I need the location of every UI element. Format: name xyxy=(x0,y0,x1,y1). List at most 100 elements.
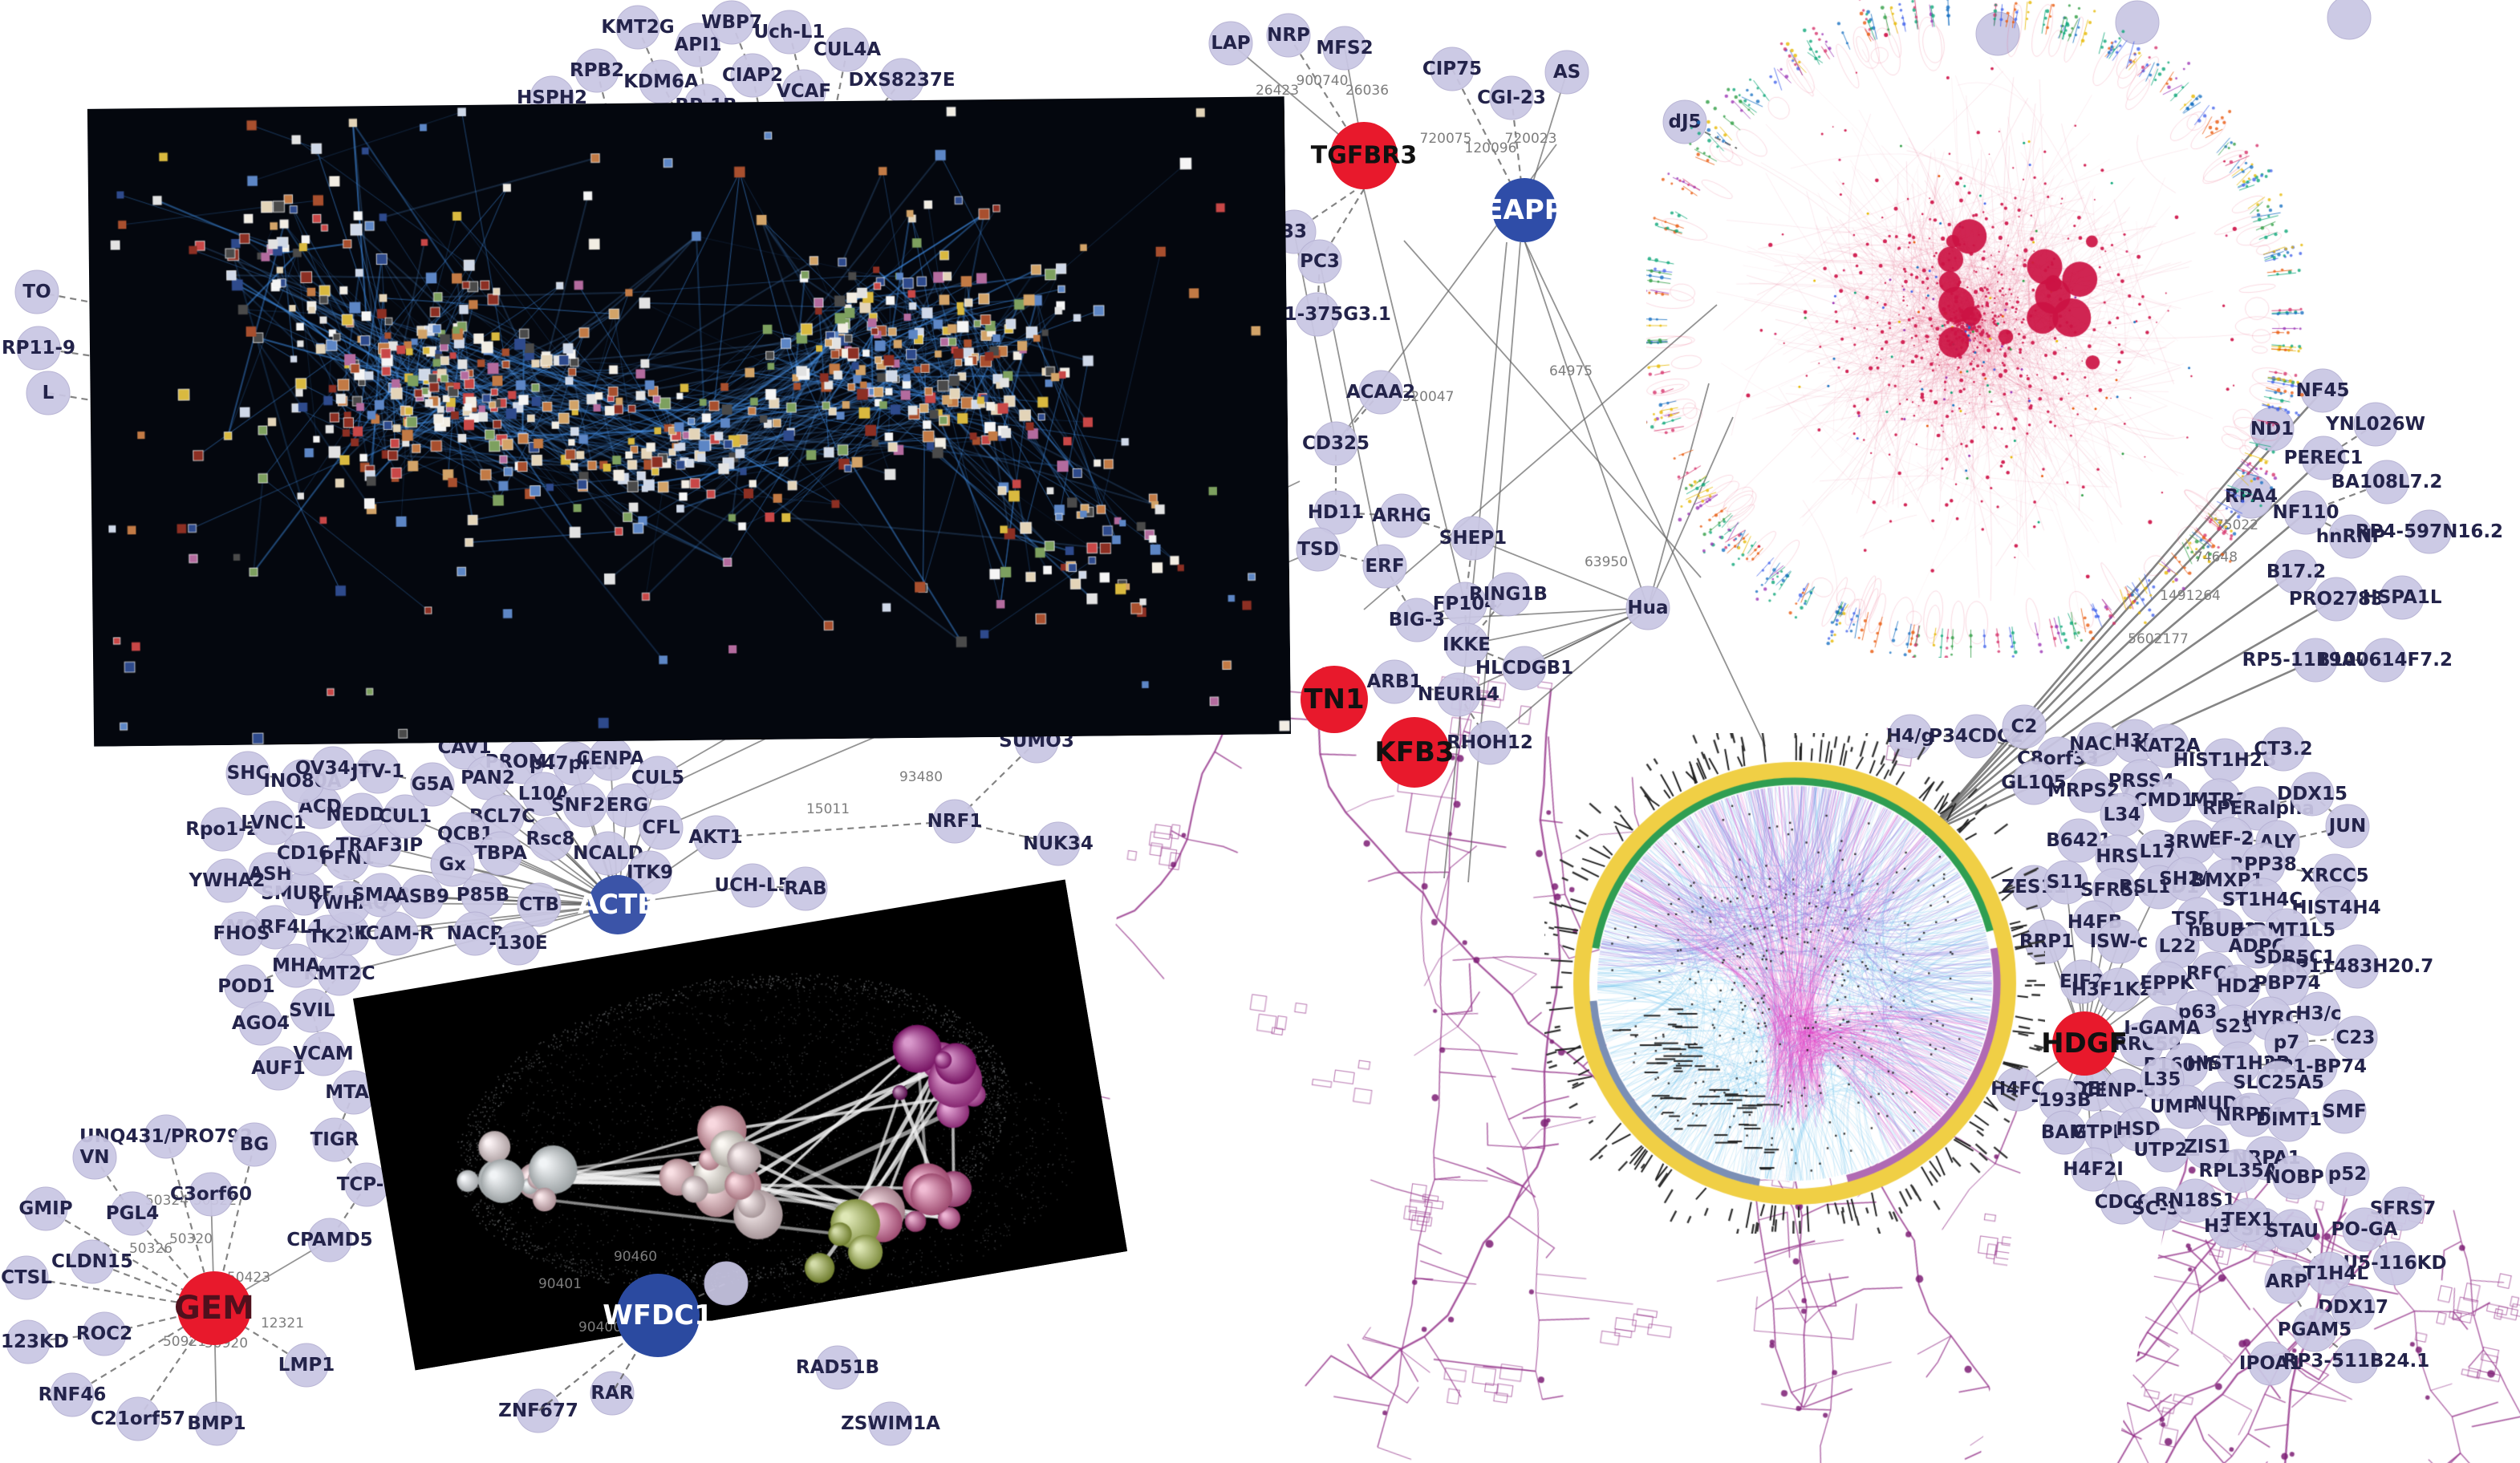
gene-node-NRF1[interactable]: NRF1 xyxy=(927,799,983,844)
gene-node-U5-116KD[interactable]: U5-116KD xyxy=(2343,1241,2447,1286)
gene-node-BG[interactable]: BG xyxy=(232,1122,277,1167)
gene-node-PBP74[interactable]: PBP74 xyxy=(2254,961,2321,1006)
gene-node-Gx[interactable]: Gx xyxy=(430,842,475,887)
gene-node-HRS[interactable]: HRS xyxy=(2095,834,2140,879)
gene-node-DDX15[interactable]: DDX15 xyxy=(2277,772,2348,817)
gene-node-G5A[interactable]: G5A xyxy=(410,762,455,807)
gene-node-EPPK[interactable]: EPPK xyxy=(2140,961,2195,1006)
gene-node-C21orf57[interactable]: C21orf57 xyxy=(91,1396,185,1441)
gene-node-p63[interactable]: p63 xyxy=(2175,990,2220,1035)
gene-node-ISW-c[interactable]: ISW-c xyxy=(2090,919,2149,964)
gene-node-SVIL[interactable]: SVIL xyxy=(289,988,335,1033)
gene-node-RN18S1[interactable]: RN18S1 xyxy=(2154,1178,2236,1223)
gene-node-NCALD[interactable]: NCALD xyxy=(573,831,643,876)
gene-node-S23[interactable]: S23 xyxy=(2212,1004,2257,1049)
gene-node-BMP1[interactable]: BMP1 xyxy=(187,1401,246,1446)
gene-node-PAN2[interactable]: PAN2 xyxy=(461,756,515,800)
gene-node-HIST4H4[interactable]: HIST4H4 xyxy=(2291,886,2381,930)
gene-node-JTK9[interactable]: JTK9 xyxy=(625,850,673,895)
gene-node-H4F2I[interactable]: H4F2I xyxy=(2063,1147,2124,1192)
gene-node-MHA[interactable]: MHA xyxy=(272,943,320,988)
gene-node-FHOS[interactable]: FHOS xyxy=(213,911,270,956)
gene-node-H3/c[interactable]: H3/c xyxy=(2295,991,2342,1036)
gene-node-CD16[interactable]: CD16 xyxy=(277,831,331,876)
gene-node-PGAM5[interactable]: PGAM5 xyxy=(2278,1307,2352,1352)
gene-node-MFS2[interactable]: MFS2 xyxy=(1316,26,1374,71)
gene-node-BA108L7.2[interactable]: BA108L7.2 xyxy=(2331,460,2443,505)
gene-node-S11[interactable]: S11 xyxy=(2043,860,2088,905)
gene-node-RAB[interactable]: RAB xyxy=(783,866,828,911)
gene-node-NF45[interactable]: NF45 xyxy=(2296,368,2350,413)
gene-node-PGL4[interactable]: PGL4 xyxy=(106,1191,159,1236)
gene-node-TEX1[interactable]: TEX1 xyxy=(2222,1198,2274,1242)
gene-node-CUL5[interactable]: CUL5 xyxy=(631,756,684,800)
gene-node-NACP[interactable]: NACP xyxy=(447,911,504,956)
gene-node-RPL35A[interactable]: RPL35A xyxy=(2198,1149,2279,1194)
gene-node-IKKE[interactable]: IKKE xyxy=(1443,622,1491,667)
gene-node-AS[interactable]: AS xyxy=(1544,50,1589,95)
gene-node-KDM6A[interactable]: KDM6A xyxy=(623,59,699,104)
gene-node-C23[interactable]: C23 xyxy=(2333,1015,2378,1060)
gene-node-PC3[interactable]: PC3 xyxy=(1297,239,1342,284)
hub-node-KFB3[interactable]: KFB3 xyxy=(1374,717,1455,788)
gene-node-AGO4[interactable]: AGO4 xyxy=(232,1001,290,1046)
gene-node-P85B[interactable]: P85B xyxy=(457,873,509,918)
gene-node-SHC[interactable]: SHC xyxy=(225,751,270,796)
gene-node-CD325[interactable]: CD325 xyxy=(1302,421,1370,466)
gene-node-LVNC1[interactable]: LVNC1 xyxy=(241,800,306,845)
hub-node-EAPP[interactable]: EAPP xyxy=(1484,178,1564,242)
gene-node-VCAM[interactable]: VCAM xyxy=(293,1031,354,1076)
gene-node-p52[interactable]: p52 xyxy=(2325,1152,2370,1197)
hub-node-TN1[interactable]: TN1 xyxy=(1301,666,1368,733)
gene-node-L34[interactable]: L34 xyxy=(2100,792,2145,837)
gene-node-CIAP2[interactable]: CIAP2 xyxy=(722,53,783,98)
gene-node-HD2[interactable]: HD2 xyxy=(2216,964,2261,1009)
gene-node-C3orf60[interactable]: C3orf60 xyxy=(170,1172,252,1217)
gene-node-TCP-1[interactable]: TCP-1 xyxy=(337,1162,397,1207)
gene-node-plain[interactable] xyxy=(2327,0,2372,40)
gene-node-CIP75[interactable]: CIP75 xyxy=(1422,47,1482,91)
gene-node-UCH-L5[interactable]: UCH-L5 xyxy=(714,863,791,908)
gene-node-ASB9[interactable]: ASB9 xyxy=(395,874,449,919)
gene-node-YWHA2[interactable]: YWHA2 xyxy=(188,858,266,903)
gene-node-HSPA1L[interactable]: HSPA1L xyxy=(2362,575,2442,620)
gene-node-B100614F7.2[interactable]: B100614F7.2 xyxy=(2316,638,2453,683)
gene-node-KMT2G[interactable]: KMT2G xyxy=(601,5,675,50)
gene-node-I-GAMA[interactable]: I-GAMA xyxy=(2124,1006,2201,1051)
gene-node-IPOA1[interactable]: IPOA1 xyxy=(2239,1341,2302,1386)
gene-node-CENPA[interactable]: CENPA xyxy=(577,736,645,781)
gene-node-L17[interactable]: L17 xyxy=(2136,829,2181,874)
gene-node-CGI-23[interactable]: CGI-23 xyxy=(1477,75,1546,120)
gene-node-L10A[interactable]: L10A xyxy=(518,772,570,817)
gene-node-ARHG[interactable]: ARHG xyxy=(1372,493,1431,538)
gene-node-API1[interactable]: API1 xyxy=(674,22,722,67)
gene-node-MTR3[interactable]: MTR3 xyxy=(2190,778,2248,823)
gene-node-CLDN15[interactable]: CLDN15 xyxy=(51,1239,133,1284)
gene-node-JUN[interactable]: JUN xyxy=(2325,804,2370,849)
gene-node-RAD51B[interactable]: RAD51B xyxy=(796,1345,879,1390)
gene-node--130E[interactable]: -130E xyxy=(489,921,548,966)
gene-node-hnRNP[interactable]: hnRNP xyxy=(2316,514,2386,559)
gene-node-CTB[interactable]: CTB xyxy=(517,882,562,927)
gene-node-CPAMD5[interactable]: CPAMD5 xyxy=(286,1218,373,1262)
gene-node-CDC6[interactable]: CDC6 xyxy=(2095,1180,2150,1225)
gene-node-ACAA2[interactable]: ACAA2 xyxy=(1346,370,1415,415)
gene-node-CTSL[interactable]: CTSL xyxy=(1,1255,52,1300)
gene-node-CUL4A[interactable]: CUL4A xyxy=(814,27,881,72)
hub-node-GEM[interactable]: GEM xyxy=(174,1271,254,1345)
gene-node-DIMT1[interactable]: DIMT1 xyxy=(2256,1097,2322,1142)
gene-node-TBPA[interactable]: TBPA xyxy=(474,831,527,876)
gene-node-NRP[interactable]: NRP xyxy=(1266,13,1311,58)
hub-node-ACTB[interactable]: ACTB xyxy=(578,875,658,934)
gene-node-BIG-3[interactable]: BIG-3 xyxy=(1389,598,1446,642)
gene-node-SHEP1[interactable]: SHEP1 xyxy=(1439,516,1507,561)
gene-node-PRO2783[interactable]: PRO2783 xyxy=(2289,577,2384,622)
gene-node-HIST1H2B[interactable]: HIST1H2B xyxy=(2173,738,2277,783)
gene-node-TIGR[interactable]: TIGR xyxy=(310,1117,359,1162)
gene-node-XRCC5[interactable]: XRCC5 xyxy=(2300,853,2369,898)
gene-node-RHOH12[interactable]: RHOH12 xyxy=(1447,720,1533,765)
gene-node-VN[interactable]: VN xyxy=(72,1135,117,1180)
gene-node-RSL1D1[interactable]: RSL1D1 xyxy=(2119,865,2199,910)
gene-node-FP104[interactable]: FP104 xyxy=(1433,582,1498,626)
gene-node-SLC25A5[interactable]: SLC25A5 xyxy=(2233,1060,2324,1105)
